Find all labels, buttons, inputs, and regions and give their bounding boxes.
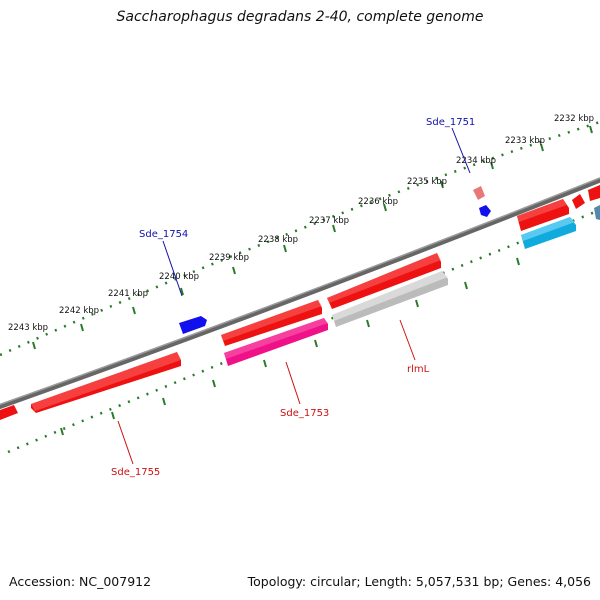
leader-sde-1751 xyxy=(451,127,471,174)
tick-label-2237: 2237 kbp xyxy=(309,216,349,226)
map-title: Saccharophagus degradans 2-40, complete … xyxy=(116,9,484,25)
tick-2239 xyxy=(232,266,236,275)
leader-sde-1755 xyxy=(117,420,134,465)
tick-2232 xyxy=(589,125,593,134)
tick-2242 xyxy=(80,323,84,332)
tick-2240 xyxy=(180,287,184,296)
tick-label-2239: 2239 kbp xyxy=(209,253,249,263)
kbp-tick-labels: 2232 kbp 2233 kbp 2234 kbp 2235 kbp 2236… xyxy=(8,114,594,333)
tick-2241 xyxy=(132,306,136,315)
label-sde-1751[interactable]: Sde_1751 xyxy=(426,117,475,128)
gene-labels: Sde_1751 Sde_1754 rlmL Sde_1753 Sde_1755 xyxy=(111,117,475,478)
tick-label-2238: 2238 kbp xyxy=(258,235,298,245)
gene-tiny-red[interactable] xyxy=(572,194,585,209)
genome-summary-text: Topology: circular; Length: 5,057,531 bp… xyxy=(247,574,591,589)
kbp-major-ticks xyxy=(32,125,593,350)
gene-left-edge-red[interactable] xyxy=(0,405,18,420)
leader-sde-1754 xyxy=(162,240,183,297)
tick-label-2242: 2242 kbp xyxy=(59,306,99,316)
gene-sde-1751[interactable] xyxy=(479,205,491,217)
reverse-strand-genes xyxy=(0,185,600,420)
tick-label-2243: 2243 kbp xyxy=(8,323,48,333)
tick-label-2241: 2241 kbp xyxy=(108,289,148,299)
tick-label-2233: 2233 kbp xyxy=(505,136,545,146)
label-sde-1755[interactable]: Sde_1755 xyxy=(111,467,160,478)
label-sde-1753[interactable]: Sde_1753 xyxy=(280,408,329,419)
tick-2235 xyxy=(440,180,444,189)
tick-2243 xyxy=(32,341,36,350)
gene-right-edge-red[interactable] xyxy=(588,185,600,201)
tick-2238 xyxy=(283,244,287,253)
tick-label-2240: 2240 kbp xyxy=(159,272,199,282)
gene-sde-1753[interactable] xyxy=(224,318,328,366)
label-leaders xyxy=(117,127,471,465)
tick-label-2236: 2236 kbp xyxy=(358,197,398,207)
tick-label-2232: 2232 kbp xyxy=(554,114,594,124)
gene-light-red[interactable] xyxy=(473,186,485,200)
genome-backbone-highlight xyxy=(0,177,600,406)
leader-rlml xyxy=(399,319,416,361)
genome-backbone xyxy=(0,177,600,410)
leader-sde-1753 xyxy=(285,361,301,405)
tick-2234 xyxy=(490,161,494,170)
tick-2237 xyxy=(332,224,336,233)
label-rlml[interactable]: rlmL xyxy=(407,364,430,375)
accession-text: Accession: NC_007912 xyxy=(9,574,152,589)
gene-red-middle[interactable] xyxy=(221,300,322,346)
gene-red-right[interactable] xyxy=(327,253,441,309)
tick-2233 xyxy=(540,143,544,152)
gene-sde-1755[interactable] xyxy=(31,352,181,413)
label-sde-1754[interactable]: Sde_1754 xyxy=(139,229,188,240)
gene-red-far-right[interactable] xyxy=(517,199,569,231)
tick-label-2235: 2235 kbp xyxy=(407,177,447,187)
tick-2236 xyxy=(383,203,387,212)
tick-label-2234: 2234 kbp xyxy=(456,156,496,166)
forward-strand-genes xyxy=(179,186,491,334)
gene-sde-1754[interactable] xyxy=(179,316,207,334)
gene-steel-blue[interactable] xyxy=(594,205,600,220)
